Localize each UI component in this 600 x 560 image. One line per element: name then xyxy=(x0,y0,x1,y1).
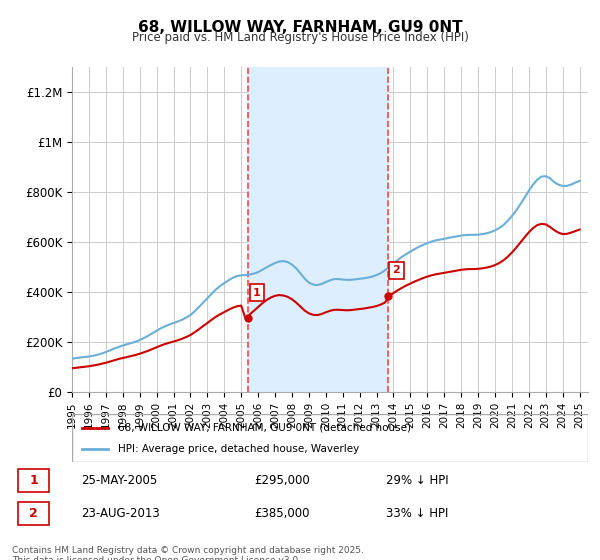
Text: 68, WILLOW WAY, FARNHAM, GU9 0NT: 68, WILLOW WAY, FARNHAM, GU9 0NT xyxy=(137,20,463,35)
Text: 68, WILLOW WAY, FARNHAM, GU9 0NT (detached house): 68, WILLOW WAY, FARNHAM, GU9 0NT (detach… xyxy=(118,423,412,433)
Text: 23-AUG-2013: 23-AUG-2013 xyxy=(81,507,160,520)
Bar xyxy=(248,67,388,392)
Text: 1: 1 xyxy=(29,474,38,487)
Text: 29% ↓ HPI: 29% ↓ HPI xyxy=(386,474,449,487)
FancyBboxPatch shape xyxy=(18,469,49,492)
Text: 1: 1 xyxy=(253,288,261,298)
Text: 33% ↓ HPI: 33% ↓ HPI xyxy=(386,507,449,520)
Text: £295,000: £295,000 xyxy=(254,474,310,487)
Text: Contains HM Land Registry data © Crown copyright and database right 2025.
This d: Contains HM Land Registry data © Crown c… xyxy=(12,546,364,560)
Text: Price paid vs. HM Land Registry's House Price Index (HPI): Price paid vs. HM Land Registry's House … xyxy=(131,31,469,44)
Text: 2: 2 xyxy=(392,265,400,276)
Text: 2: 2 xyxy=(29,507,38,520)
Text: 25-MAY-2005: 25-MAY-2005 xyxy=(81,474,157,487)
FancyBboxPatch shape xyxy=(18,502,49,525)
Text: HPI: Average price, detached house, Waverley: HPI: Average price, detached house, Wave… xyxy=(118,444,359,454)
Text: £385,000: £385,000 xyxy=(254,507,310,520)
